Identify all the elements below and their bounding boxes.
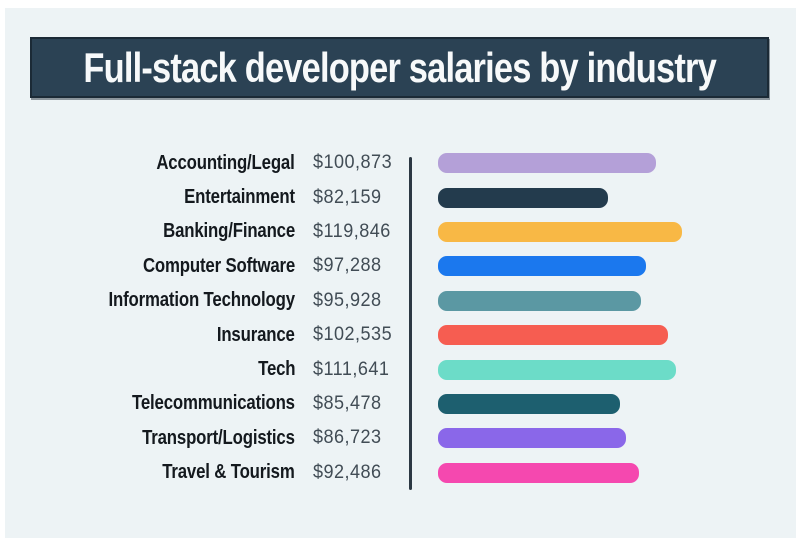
- salary-bar: [438, 393, 620, 414]
- salary-value: $82,159: [313, 186, 382, 208]
- salary-value: $86,723: [313, 427, 382, 449]
- industry-label: Transport/Logistics: [142, 426, 295, 449]
- bar-track: [438, 421, 800, 455]
- title-bar: Full-stack developer salaries by industr…: [30, 37, 769, 98]
- bar-track: [438, 387, 800, 421]
- salary-bar: [438, 462, 639, 483]
- chart-row: Banking/Finance $119,846: [5, 215, 800, 249]
- industry-label-cell: Travel & Tourism: [5, 461, 296, 484]
- chart-title: Full-stack developer salaries by industr…: [83, 43, 716, 91]
- salary-bar: [438, 221, 682, 242]
- salary-value: $119,846: [313, 220, 391, 242]
- salary-value-cell: $111,641: [295, 359, 410, 381]
- industry-label: Banking/Finance: [163, 220, 295, 243]
- salary-bar: [438, 153, 656, 174]
- industry-label-cell: Transport/Logistics: [5, 427, 295, 450]
- bar-track: [438, 456, 800, 490]
- axis-divider-line: [409, 157, 412, 490]
- industry-label: Entertainment: [184, 186, 295, 209]
- bar-track: [438, 249, 800, 283]
- chart-row: Accounting/Legal $100,873: [5, 146, 800, 180]
- bar-track: [438, 215, 800, 249]
- industry-label-cell: Tech: [5, 358, 295, 381]
- industry-label: Accounting/Legal: [156, 151, 295, 174]
- industry-label: Computer Software: [142, 254, 295, 277]
- chart-row: Computer Software $97,288: [5, 249, 800, 283]
- salary-value-cell: $82,159: [295, 187, 410, 209]
- chart-row: Insurance $102,535: [5, 318, 800, 352]
- salary-value-cell: $92,486: [295, 462, 410, 484]
- salary-value-cell: $85,478: [295, 393, 410, 415]
- industry-label-cell: Banking/Finance: [5, 220, 295, 243]
- salary-value: $85,478: [313, 392, 382, 414]
- salary-bar: [438, 325, 668, 346]
- bar-track: [438, 352, 800, 386]
- salary-bar: [438, 256, 646, 277]
- salary-bar: [438, 290, 641, 311]
- chart-row: Entertainment $82,159: [5, 180, 800, 214]
- salary-value: $111,641: [313, 358, 390, 380]
- salary-value-cell: $95,928: [295, 290, 410, 312]
- salary-value-cell: $119,846: [295, 221, 410, 243]
- industry-label-cell: Information Technology: [5, 289, 296, 312]
- bar-track: [438, 180, 800, 214]
- salary-bar: [438, 428, 626, 449]
- salary-value-cell: $97,288: [295, 255, 410, 277]
- bar-track: [438, 146, 800, 180]
- industry-label-cell: Accounting/Legal: [5, 152, 295, 175]
- chart-row: Telecommunications $85,478: [5, 387, 800, 421]
- industry-label-cell: Computer Software: [5, 255, 295, 278]
- salary-value: $97,288: [313, 255, 382, 277]
- salary-value-cell: $86,723: [295, 427, 410, 449]
- salary-value-cell: $100,873: [295, 152, 410, 174]
- salary-value-cell: $102,535: [295, 324, 410, 346]
- industry-label-cell: Telecommunications: [5, 392, 295, 415]
- chart-panel: Full-stack developer salaries by industr…: [5, 8, 796, 538]
- salary-value: $92,486: [313, 461, 382, 483]
- salary-value: $100,873: [313, 152, 393, 174]
- industry-label: Information Technology: [108, 289, 296, 312]
- industry-label: Tech: [257, 358, 295, 381]
- bar-track: [438, 318, 800, 352]
- industry-label: Travel & Tourism: [162, 461, 296, 484]
- chart-row: Tech $111,641: [5, 352, 800, 386]
- chart-row: Information Technology $95,928: [5, 284, 800, 318]
- bar-track: [438, 284, 800, 318]
- salary-bar: [438, 187, 608, 208]
- salary-value: $95,928: [313, 289, 382, 311]
- chart-row: Travel & Tourism $92,486: [5, 456, 800, 490]
- industry-label: Insurance: [217, 323, 295, 346]
- chart-row: Transport/Logistics $86,723: [5, 421, 800, 455]
- bar-chart-rows: Accounting/Legal $100,873 Entertainment $82…: [5, 146, 800, 490]
- industry-label-cell: Entertainment: [5, 186, 295, 209]
- industry-label: Telecommunications: [132, 392, 295, 415]
- salary-bar: [438, 359, 676, 380]
- salary-value: $102,535: [313, 324, 393, 346]
- industry-label-cell: Insurance: [5, 324, 295, 347]
